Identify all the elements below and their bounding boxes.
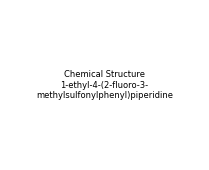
Text: Chemical Structure
1-ethyl-4-(2-fluoro-3-
methylsulfonylphenyl)piperidine: Chemical Structure 1-ethyl-4-(2-fluoro-3… xyxy=(36,70,173,100)
